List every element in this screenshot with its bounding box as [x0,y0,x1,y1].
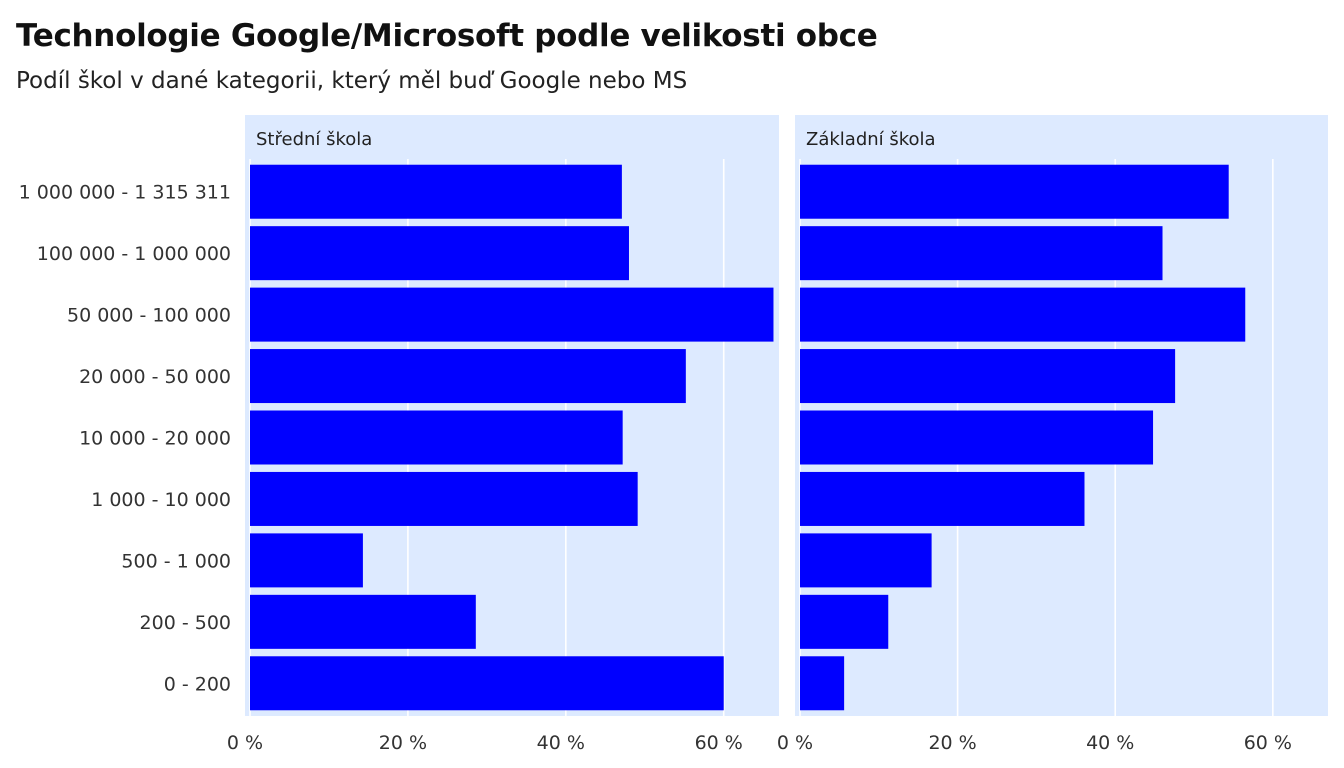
bar [800,594,889,649]
bar [800,471,1085,526]
facet-strip-label: Střední škola [256,129,372,150]
bar [800,349,1176,404]
y-tick-label: 10 000 - 20 000 [79,428,231,450]
bar [250,656,724,711]
bar [250,287,774,342]
x-tick-label: 40 % [537,732,585,754]
bar [250,471,638,526]
x-tick-label: 20 % [379,732,427,754]
y-tick-label: 1 000 000 - 1 315 311 [19,182,231,204]
bar [250,164,622,219]
y-tick-label: 20 000 - 50 000 [79,366,231,388]
y-tick-label: 500 - 1 000 [121,550,231,572]
y-tick-label: 50 000 - 100 000 [67,305,231,327]
bar [250,410,623,465]
x-tick-label: 20 % [928,732,976,754]
y-tick-label: 1 000 - 10 000 [91,489,231,511]
y-tick-label: 100 000 - 1 000 000 [37,243,231,265]
bar [250,226,629,281]
bar [250,533,363,588]
bar [250,349,686,404]
x-tick-label: 60 % [1244,732,1292,754]
chart-subtitle: Podíl škol v dané kategorii, který měl b… [16,68,688,94]
chart-title: Technologie Google/Microsoft podle velik… [16,18,878,54]
bar [800,226,1163,281]
x-tick-label: 0 % [227,732,263,754]
bar [800,164,1229,219]
bar [800,533,932,588]
bar [800,287,1246,342]
bar [800,656,845,711]
y-tick-label: 200 - 500 [140,612,231,634]
x-tick-label: 60 % [695,732,743,754]
x-tick-label: 0 % [777,732,813,754]
x-tick-label: 40 % [1086,732,1134,754]
bar [250,594,476,649]
y-tick-label: 0 - 200 [164,673,231,695]
bar [800,410,1154,465]
facet-strip-label: Základní škola [806,129,936,150]
